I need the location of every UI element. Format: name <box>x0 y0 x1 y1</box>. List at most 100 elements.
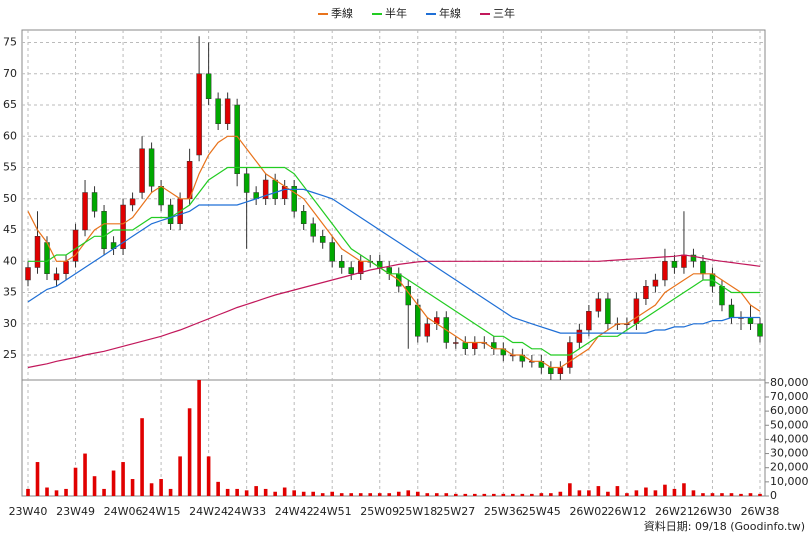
volume-bar <box>216 481 220 496</box>
candle-body <box>757 323 763 337</box>
volume-bar <box>453 493 458 496</box>
candle-body <box>690 254 697 262</box>
volume-bar <box>520 493 525 496</box>
x-tick-label: 25W45 <box>522 505 561 518</box>
volume-bar <box>615 486 620 496</box>
volume-bar <box>729 493 734 496</box>
candle-body <box>671 261 678 268</box>
volume-bar <box>83 453 87 496</box>
y-tick-label: 50 <box>3 192 17 205</box>
volume-bar <box>282 487 287 496</box>
x-tick-label: 24W51 <box>313 505 352 518</box>
candle-body <box>205 73 212 99</box>
volume-bar <box>235 488 239 496</box>
volume-bar <box>387 493 392 496</box>
candle-body <box>243 173 250 193</box>
volume-bar <box>254 486 258 496</box>
volume-bar <box>482 493 487 496</box>
candle-body <box>101 211 107 249</box>
candle-body <box>662 261 668 281</box>
candle-body <box>472 342 478 349</box>
volume-bar <box>434 493 439 496</box>
candle-body <box>25 267 31 281</box>
y2-tick-label: 50,000 <box>770 418 808 431</box>
y-tick-label: 65 <box>3 98 17 111</box>
candle-body <box>719 286 725 306</box>
volume-bar <box>473 493 477 496</box>
volume-bar <box>577 490 582 496</box>
volume-bar <box>102 488 106 496</box>
legend-label: 季線 <box>331 6 353 20</box>
candle-body <box>557 367 564 374</box>
volume-bar <box>549 493 553 496</box>
y-tick-label: 35 <box>3 286 17 299</box>
candle-body <box>595 298 602 312</box>
volume-bar <box>330 491 335 496</box>
volume-bar <box>130 479 135 496</box>
legend-label: 三年 <box>493 6 515 20</box>
volume-bar <box>596 486 601 496</box>
candle-body <box>91 192 98 212</box>
candle-body <box>53 273 60 281</box>
volume-bar <box>121 462 125 496</box>
candle-body <box>148 148 155 187</box>
y2-tick-label: 70,000 <box>770 390 808 403</box>
footer: 資料日期: 09/18 (Goodinfo.tw) <box>644 519 805 533</box>
plot-frame <box>21 29 766 497</box>
volume-bar <box>748 493 753 496</box>
x-tick-label: 26W02 <box>569 505 608 518</box>
volume-bar <box>178 456 182 496</box>
volume-bar <box>292 490 296 496</box>
y2-tick-label: 20,000 <box>770 461 808 474</box>
volume-bar <box>425 493 430 496</box>
y-tick-label: 30 <box>3 317 17 330</box>
y-tick-label: 45 <box>3 223 17 236</box>
volume-bar <box>406 490 411 496</box>
candle-body <box>576 329 583 343</box>
x-tick-label: 26W21 <box>655 505 694 518</box>
volume-bar <box>320 493 325 496</box>
candle-body <box>215 98 221 124</box>
candle-body <box>652 279 659 287</box>
x-tick-label: 23W40 <box>9 505 48 518</box>
candle-body <box>158 186 164 206</box>
candle-body <box>291 186 297 212</box>
y2-tick-label: 0 <box>770 489 777 502</box>
x-tick-label: 26W38 <box>741 505 780 518</box>
volume-bar <box>587 490 591 496</box>
volume-bar <box>644 487 648 496</box>
volume-bar <box>634 490 639 496</box>
volume-bar <box>720 493 724 496</box>
x-tick-label: 26W30 <box>693 505 732 518</box>
volume-bar <box>396 491 401 496</box>
candle-body <box>747 317 754 324</box>
volume-bar <box>263 488 268 496</box>
y-tick-label: 25 <box>3 348 17 361</box>
volume-bar <box>54 490 59 496</box>
volume-bar <box>301 491 306 496</box>
y2-tick-label: 10,000 <box>770 475 808 488</box>
volume-bar <box>606 491 610 496</box>
y2-tick-label: 30,000 <box>770 447 808 460</box>
candle-body <box>348 267 354 274</box>
volume-bar <box>339 493 344 496</box>
x-tick-label: 23W49 <box>56 505 95 518</box>
candle-body <box>415 304 421 337</box>
candle-body <box>586 311 592 331</box>
volume-bar <box>672 488 677 496</box>
y-tick-label: 70 <box>3 67 17 80</box>
volume-bar <box>492 493 496 496</box>
volume-bar <box>45 487 49 496</box>
y2-tick-label: 40,000 <box>770 432 808 445</box>
candle-body <box>224 98 231 124</box>
x-tick-label: 24W15 <box>142 505 181 518</box>
volume-bar <box>273 491 277 496</box>
volume-bar <box>225 488 230 496</box>
volume-bar <box>140 418 144 496</box>
x-tick-label: 26W12 <box>607 505 646 518</box>
volume-bar <box>168 488 173 496</box>
volume-bar <box>159 479 163 496</box>
candle-body <box>681 254 687 268</box>
